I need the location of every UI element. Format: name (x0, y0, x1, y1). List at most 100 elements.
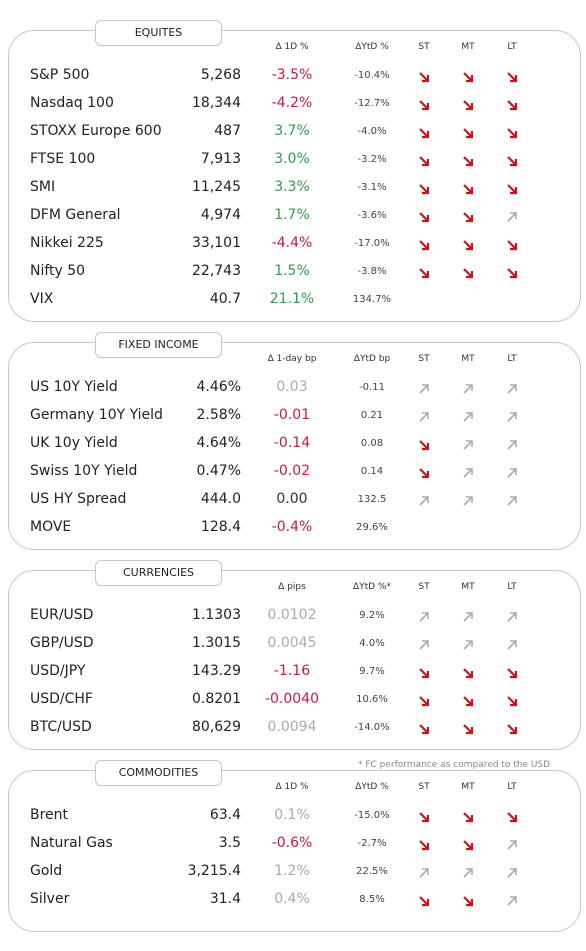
trend-arrow (463, 184, 474, 195)
row-ytd: -4.0% (357, 126, 387, 137)
row-change: -0.14 (273, 435, 311, 451)
trend-arrow (419, 696, 430, 707)
row-name: Swiss 10Y Yield (30, 463, 138, 479)
trend-arrow (419, 100, 430, 111)
trend-arrow (507, 268, 518, 279)
trend-arrow (507, 724, 518, 735)
trend-arrow (507, 212, 517, 222)
trend-arrow (463, 128, 474, 139)
row-ytd: 134.7% (352, 294, 392, 305)
row-change: -1.16 (273, 663, 311, 679)
trend-arrow (419, 724, 430, 735)
row-ytd: -2.7% (357, 838, 387, 849)
column-header: Δ 1D % (275, 42, 309, 52)
trend-arrow (419, 268, 430, 279)
column-header: ST (418, 582, 430, 592)
column-header: MT (461, 582, 475, 592)
row-level: 22,743 (192, 263, 241, 279)
trend-arrow (463, 868, 473, 878)
column-header: LT (507, 354, 517, 364)
trend-arrow (507, 868, 517, 878)
trend-arrow (507, 668, 518, 679)
row-name: Gold (30, 863, 63, 879)
row-ytd: -0.11 (359, 382, 385, 393)
column-header: Δ pips (278, 582, 306, 592)
trend-arrow (463, 268, 474, 279)
trend-arrow (419, 812, 430, 823)
row-level: 18,344 (192, 95, 241, 111)
trend-arrow (463, 156, 474, 167)
row-change: 1.5% (274, 263, 310, 279)
row-name: USD/CHF (30, 691, 93, 707)
row-ytd: -3.8% (357, 266, 387, 277)
trend-arrow (507, 640, 517, 650)
row-level: 444.0 (200, 491, 241, 507)
trend-arrow (419, 72, 430, 83)
row-change: 3.7% (274, 123, 310, 139)
trend-arrow (463, 240, 474, 251)
row-level: 11,245 (192, 179, 241, 195)
trend-arrow (463, 668, 474, 679)
row-change: 21.1% (269, 291, 315, 307)
trend-arrow (419, 496, 429, 506)
row-ytd: -12.7% (354, 98, 390, 109)
row-change: -0.02 (273, 463, 311, 479)
footnote: * FC performance as compared to the USD (358, 760, 551, 770)
row-name: Brent (30, 807, 69, 823)
column-header: MT (461, 354, 475, 364)
row-ytd: -14.0% (354, 722, 390, 733)
trend-arrow (419, 640, 429, 650)
row-ytd: 132.5 (357, 494, 387, 505)
row-level: 40.7 (209, 291, 241, 307)
row-name: Germany 10Y Yield (30, 407, 163, 423)
row-name: VIX (30, 291, 54, 307)
row-level: 7,913 (200, 151, 241, 167)
row-change: -0.4% (271, 519, 313, 535)
trend-arrow (507, 156, 518, 167)
row-ytd: 4.0% (359, 638, 385, 649)
trend-arrow (419, 468, 430, 479)
row-level: 2.58% (196, 407, 241, 423)
trend-arrow (419, 128, 430, 139)
trend-arrow (419, 184, 430, 195)
row-ytd: -3.2% (357, 154, 387, 165)
row-change: 0.0102 (267, 607, 317, 623)
row-level: 0.8201 (192, 691, 241, 707)
row-name: DFM General (30, 207, 121, 223)
trend-arrow (507, 612, 517, 622)
trend-arrow (507, 696, 518, 707)
column-header: MT (461, 42, 475, 52)
trend-arrow (419, 440, 430, 451)
trend-arrow (463, 412, 473, 422)
trend-arrow (463, 384, 473, 394)
row-change: 0.4% (274, 891, 310, 907)
trend-arrow (507, 240, 518, 251)
row-name: US HY Spread (30, 491, 127, 507)
row-change: 3.3% (274, 179, 310, 195)
column-header: LT (507, 782, 517, 792)
row-level: 128.4 (200, 519, 241, 535)
row-name: STOXX Europe 600 (30, 123, 162, 139)
row-change: 0.00 (276, 491, 308, 507)
trend-arrow (463, 812, 474, 823)
column-header: ST (418, 782, 430, 792)
row-change: -0.6% (271, 835, 313, 851)
section-title: COMMODITIES (95, 760, 222, 786)
trend-arrow (463, 896, 474, 907)
row-change: -0.01 (273, 407, 311, 423)
trend-arrow (463, 724, 474, 735)
trend-arrow (463, 696, 474, 707)
trend-arrow (507, 896, 517, 906)
column-header: LT (507, 42, 517, 52)
row-ytd: 0.08 (360, 438, 384, 449)
trend-arrow (507, 72, 518, 83)
section-title: EQUITES (95, 20, 222, 46)
trend-arrow (507, 840, 517, 850)
column-header: ΔYtD %* (352, 582, 392, 592)
row-name: SMI (30, 179, 56, 195)
column-header: ST (418, 42, 430, 52)
row-level: 1.1303 (192, 607, 241, 623)
row-ytd: 9.7% (359, 666, 385, 677)
trend-arrow (419, 240, 430, 251)
row-change: -4.4% (271, 235, 313, 251)
